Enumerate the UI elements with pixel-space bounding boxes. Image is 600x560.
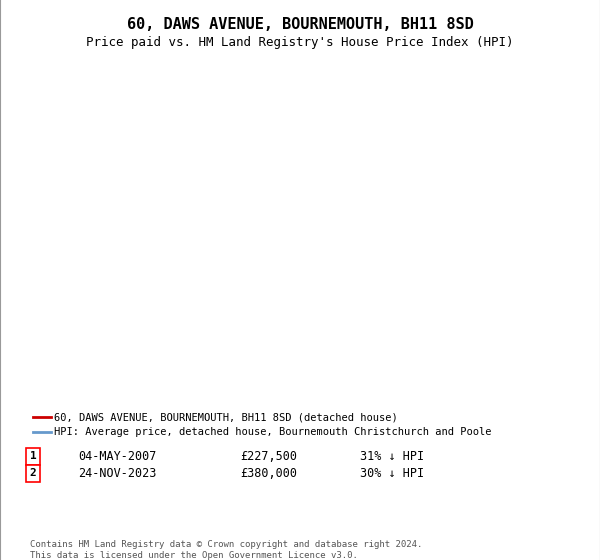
Text: 04-MAY-2007: 04-MAY-2007: [78, 450, 157, 463]
Text: 24-NOV-2023: 24-NOV-2023: [78, 466, 157, 480]
Text: 1: 1: [29, 451, 37, 461]
Text: 60, DAWS AVENUE, BOURNEMOUTH, BH11 8SD: 60, DAWS AVENUE, BOURNEMOUTH, BH11 8SD: [127, 17, 473, 32]
Text: HPI: Average price, detached house, Bournemouth Christchurch and Poole: HPI: Average price, detached house, Bour…: [54, 427, 491, 437]
Text: 31% ↓ HPI: 31% ↓ HPI: [360, 450, 424, 463]
Text: 2: 2: [29, 468, 37, 478]
Text: £227,500: £227,500: [240, 450, 297, 463]
Text: £380,000: £380,000: [240, 466, 297, 480]
Text: Contains HM Land Registry data © Crown copyright and database right 2024.
This d: Contains HM Land Registry data © Crown c…: [30, 540, 422, 560]
Bar: [564, 84, 588, 392]
Text: 1: 1: [274, 93, 281, 103]
Text: 30% ↓ HPI: 30% ↓ HPI: [360, 466, 424, 480]
Text: 60, DAWS AVENUE, BOURNEMOUTH, BH11 8SD (detached house): 60, DAWS AVENUE, BOURNEMOUTH, BH11 8SD (…: [54, 412, 398, 422]
Text: Price paid vs. HM Land Registry's House Price Index (HPI): Price paid vs. HM Land Registry's House …: [86, 36, 514, 49]
Text: 2: 2: [542, 93, 549, 103]
